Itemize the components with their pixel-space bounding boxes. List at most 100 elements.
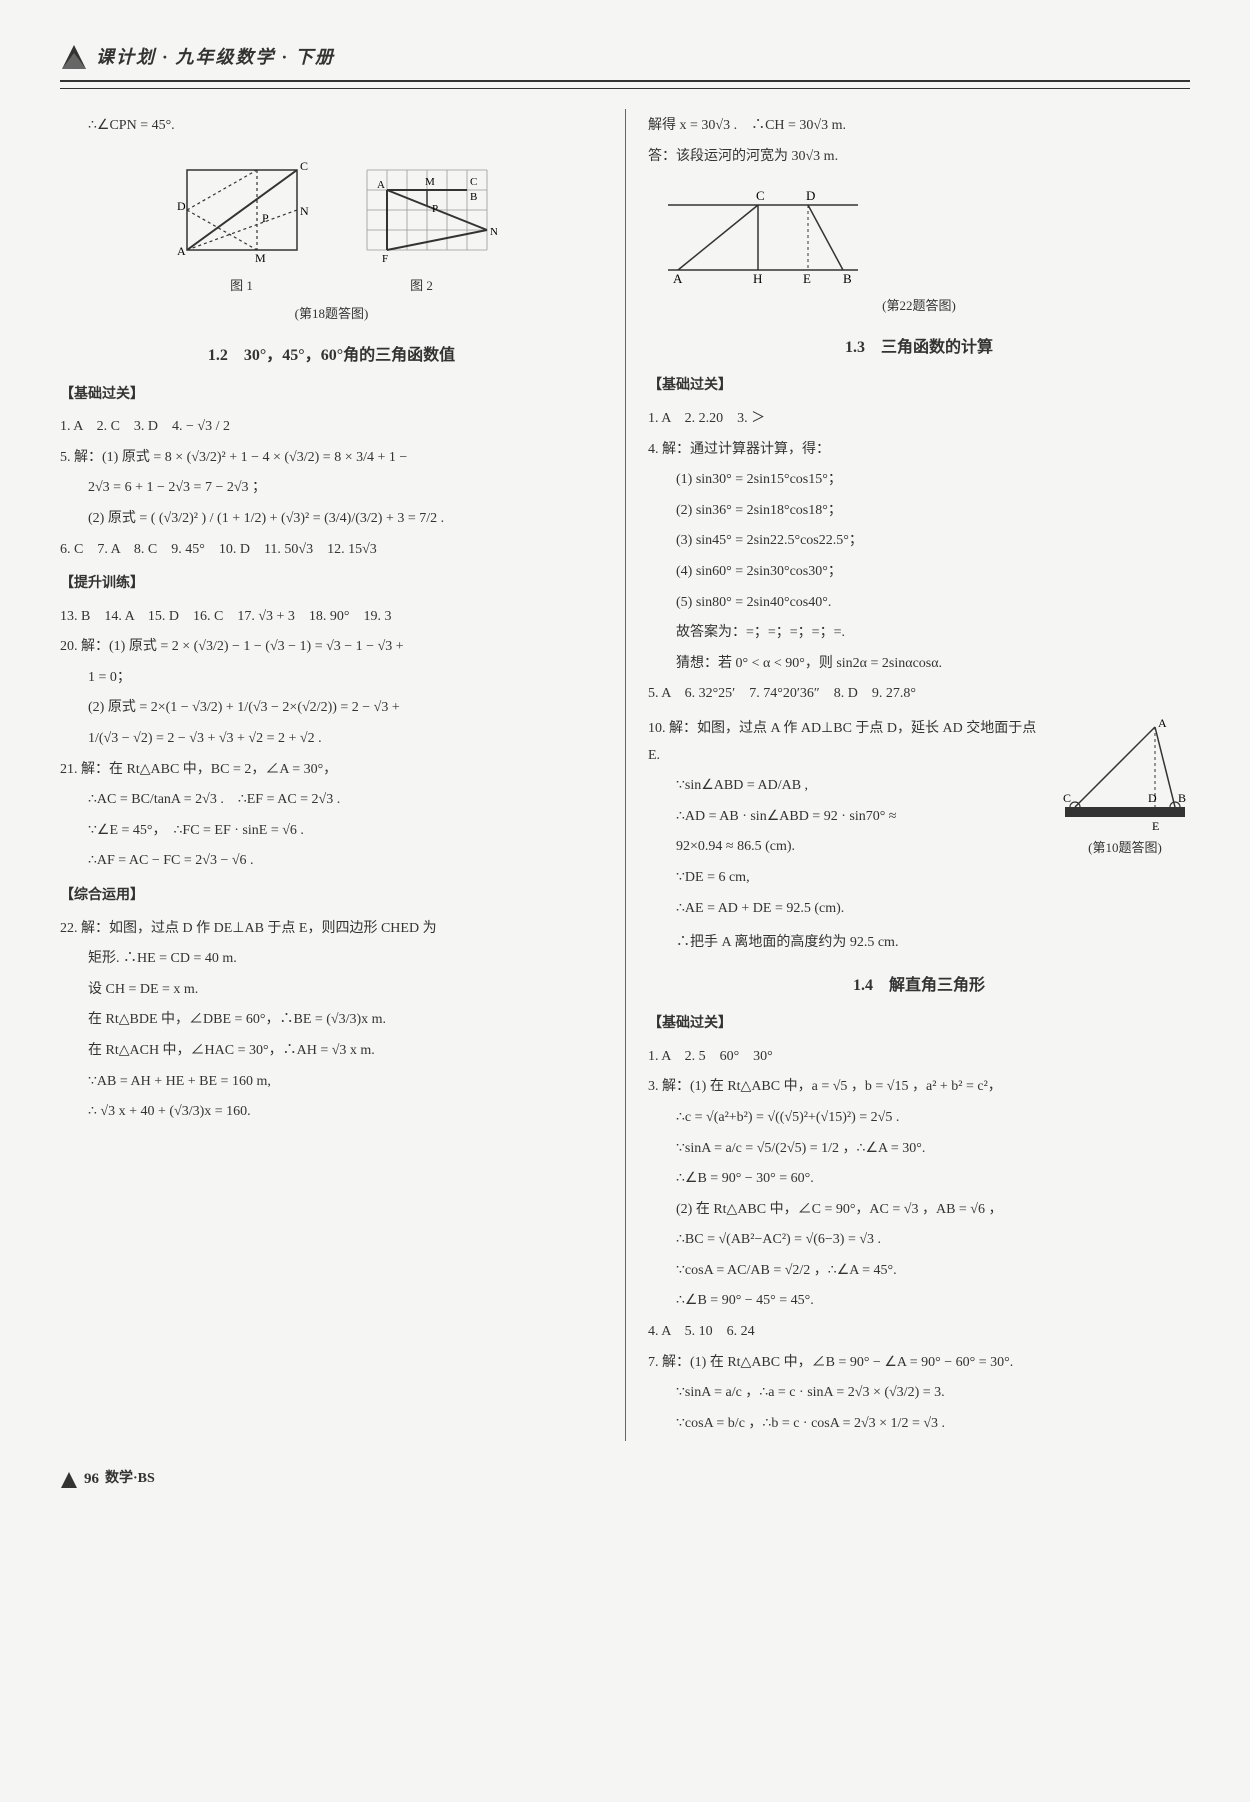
text-line: (2) 在 Rt△ABC 中，∠C = 90°，AC = √3 ，AB = √6… [648, 1197, 1190, 1224]
text-line: ∴AD = AB · sin∠ABD = 92 · sin70° ≈ [648, 804, 1048, 831]
header-title: 课计划 · 九年级数学 · 下册 [96, 40, 335, 74]
text-line: 在 Rt△BDE 中，∠DBE = 60°，∴BE = (√3/3)x m. [60, 1007, 603, 1034]
svg-text:C: C [1063, 791, 1071, 805]
page-footer: 96 数学·BS [60, 1465, 1190, 1494]
text-line: 1/(√3 − √2) = 2 − √3 + √3 + √2 = 2 + √2 … [60, 726, 603, 753]
text-line: 1. A 2. 2.20 3. ＞ [648, 406, 1190, 433]
text-line: (5) sin80° = 2sin40°cos40°. [648, 590, 1190, 617]
text-line: 21. 解：在 Rt△ABC 中，BC = 2，∠A = 30°， [60, 757, 603, 784]
text-line: 10. 解：如图，过点 A 作 AD⊥BC 于点 D，延长 AD 交地面于点 E… [648, 716, 1048, 769]
svg-text:C: C [470, 176, 477, 188]
text-line: ∴BC = √(AB²−AC²) = √(6−3) = √3 . [648, 1227, 1190, 1254]
figure-18: A D C N M P 图 1 [60, 150, 603, 327]
text-line: 矩形. ∴HE = CD = 40 m. [60, 946, 603, 973]
text-line: ∴c = √(a²+b²) = √((√5)²+(√15)²) = 2√5 . [648, 1105, 1190, 1132]
text-line: 22. 解：如图，过点 D 作 DE⊥AB 于点 E，则四边形 CHED 为 [60, 916, 603, 943]
svg-text:N: N [490, 226, 497, 238]
logo-icon [60, 43, 88, 71]
text-line: ∴∠B = 90° − 30° = 60°. [648, 1166, 1190, 1193]
text-line: (4) sin60° = 2sin30°cos30°； [648, 559, 1190, 586]
text-line: 1. A 2. C 3. D 4. − √3 / 2 [60, 414, 603, 441]
text-line: ∵cosA = b/c ，∴b = c · cosA = 2√3 × 1/2 =… [648, 1411, 1190, 1438]
svg-text:A: A [673, 271, 683, 286]
text-line: ∴AE = AD + DE = 92.5 (cm). [648, 896, 1048, 923]
heading-train: 【提升训练】 [60, 571, 603, 598]
text-line: 解得 x = 30√3 . ∴CH = 30√3 m. [648, 113, 1190, 140]
text-line: ∵cosA = AC/AB = √2/2 ，∴∠A = 45°. [648, 1258, 1190, 1285]
text-line: 3. 解：(1) 在 Rt△ABC 中，a = √5 ，b = √15 ，a² … [648, 1074, 1190, 1101]
text-line: 20. 解：(1) 原式 = 2 × (√3/2) − 1 − (√3 − 1)… [60, 634, 603, 661]
text-line: ∵DE = 6 cm, [648, 865, 1048, 892]
text-line: (1) sin30° = 2sin15°cos15°； [648, 467, 1190, 494]
heading-basic: 【基础过关】 [60, 382, 603, 409]
fig18-caption: (第18题答图) [60, 302, 603, 327]
svg-text:M: M [255, 251, 266, 265]
svg-text:D: D [177, 199, 186, 213]
text-line: 92×0.94 ≈ 86.5 (cm). [648, 834, 1048, 861]
figure-1: A D C N M P 图 1 [167, 150, 317, 299]
text-line: 4. A 5. 10 6. 24 [648, 1319, 1190, 1346]
figure-22: C D A H E B (第22题答图) [648, 180, 1190, 319]
text-line: 猜想：若 0° < α < 90°，则 sin2α = 2sinαcosα. [648, 651, 1190, 678]
text-line: ∵sinA = a/c ，∴a = c · sinA = 2√3 × (√3/2… [648, 1380, 1190, 1407]
page-header: 课计划 · 九年级数学 · 下册 [60, 40, 1190, 82]
text-line: (2) 原式 = ( (√3/2)² ) / (1 + 1/2) + (√3)²… [60, 506, 603, 533]
svg-text:B: B [843, 271, 852, 286]
heading-comp: 【综合运用】 [60, 883, 603, 910]
heading-basic: 【基础过关】 [648, 373, 1190, 400]
footer-label: 数学·BS [105, 1466, 155, 1493]
section-1-3-title: 1.3 三角函数的计算 [648, 333, 1190, 363]
fig22-caption: (第22题答图) [648, 294, 1190, 319]
right-column: 解得 x = 30√3 . ∴CH = 30√3 m. 答：该段运河的河宽为 3… [625, 109, 1190, 1441]
text-line: 1 = 0； [60, 665, 603, 692]
text-line: ∴把手 A 离地面的高度约为 92.5 cm. [648, 930, 1190, 957]
text-line: (3) sin45° = 2sin22.5°cos22.5°； [648, 528, 1190, 555]
svg-text:A: A [1158, 716, 1167, 730]
text-line: ∴ √3 x + 40 + (√3/3)x = 160. [60, 1099, 603, 1126]
svg-text:B: B [1178, 791, 1186, 805]
text-line: 4. 解：通过计算器计算，得： [648, 437, 1190, 464]
svg-text:F: F [382, 253, 388, 265]
svg-text:H: H [753, 271, 762, 286]
footer-logo-icon [60, 1471, 78, 1489]
q10-block: 10. 解：如图，过点 A 作 AD⊥BC 于点 D，延长 AD 交地面于点 E… [648, 712, 1190, 926]
text-line: 设 CH = DE = x m. [60, 977, 603, 1004]
text-line: ∴AF = AC − FC = 2√3 − √6 . [60, 848, 603, 875]
text-line: 13. B 14. A 15. D 16. C 17. √3 + 3 18. 9… [60, 604, 603, 631]
section-1-2-title: 1.2 30°，45°，60°角的三角函数值 [60, 341, 603, 371]
svg-text:E: E [803, 271, 811, 286]
svg-text:E: E [1152, 819, 1159, 832]
fig1-label: 图 1 [167, 274, 317, 299]
svg-text:P: P [262, 211, 269, 225]
figure-2: A M C B P N F 图 2 [347, 150, 497, 299]
text-line: ∴AC = BC/tanA = 2√3 . ∴EF = AC = 2√3 . [60, 787, 603, 814]
svg-text:M: M [425, 176, 435, 188]
header-rule [60, 88, 1190, 89]
text-line: ∵sin∠ABD = AD/AB , [648, 773, 1048, 800]
left-column: ∴∠CPN = 45°. A D C N M [60, 109, 625, 1441]
text-line: ∴∠CPN = 45°. [60, 113, 603, 140]
text-line: (2) 原式 = 2×(1 − √3/2) + 1/(√3 − 2×(√2/2)… [60, 695, 603, 722]
svg-text:A: A [177, 244, 186, 258]
text-line: 答：该段运河的河宽为 30√3 m. [648, 144, 1190, 171]
text-line: 7. 解：(1) 在 Rt△ABC 中，∠B = 90° − ∠A = 90° … [648, 1350, 1190, 1377]
text-line: 故答案为：=；=；=；=；=. [648, 620, 1190, 647]
text-line: ∵AB = AH + HE + BE = 160 m, [60, 1069, 603, 1096]
svg-text:A: A [377, 179, 385, 191]
text-line: 1. A 2. 5 60° 30° [648, 1044, 1190, 1071]
content-columns: ∴∠CPN = 45°. A D C N M [60, 109, 1190, 1441]
text-line: 2√3 = 6 + 1 − 2√3 = 7 − 2√3 ； [60, 475, 603, 502]
text-line: ∵sinA = a/c = √5/(2√5) = 1/2 ，∴∠A = 30°. [648, 1136, 1190, 1163]
page-number: 96 [84, 1465, 99, 1494]
text-line: ∴∠B = 90° − 45° = 45°. [648, 1288, 1190, 1315]
text-line: 在 Rt△ACH 中，∠HAC = 30°，∴AH = √3 x m. [60, 1038, 603, 1065]
svg-text:B: B [470, 191, 477, 203]
heading-basic: 【基础过关】 [648, 1011, 1190, 1038]
svg-text:C: C [756, 188, 765, 203]
fig2-label: 图 2 [347, 274, 497, 299]
svg-text:P: P [432, 203, 438, 215]
svg-text:N: N [300, 204, 309, 218]
text-line: 6. C 7. A 8. C 9. 45° 10. D 11. 50√3 12.… [60, 537, 603, 564]
svg-text:D: D [806, 188, 815, 203]
text-line: 5. A 6. 32°25′ 7. 74°20′36″ 8. D 9. 27.8… [648, 681, 1190, 708]
